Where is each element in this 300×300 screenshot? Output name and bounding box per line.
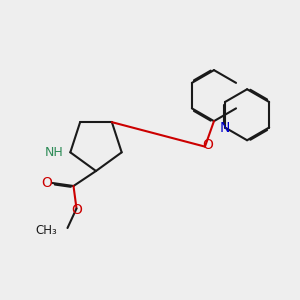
Text: O: O xyxy=(42,176,52,190)
Text: CH₃: CH₃ xyxy=(35,224,57,238)
Text: N: N xyxy=(220,121,230,134)
Text: O: O xyxy=(71,203,82,217)
Text: NH: NH xyxy=(45,146,64,159)
Text: O: O xyxy=(202,138,213,152)
